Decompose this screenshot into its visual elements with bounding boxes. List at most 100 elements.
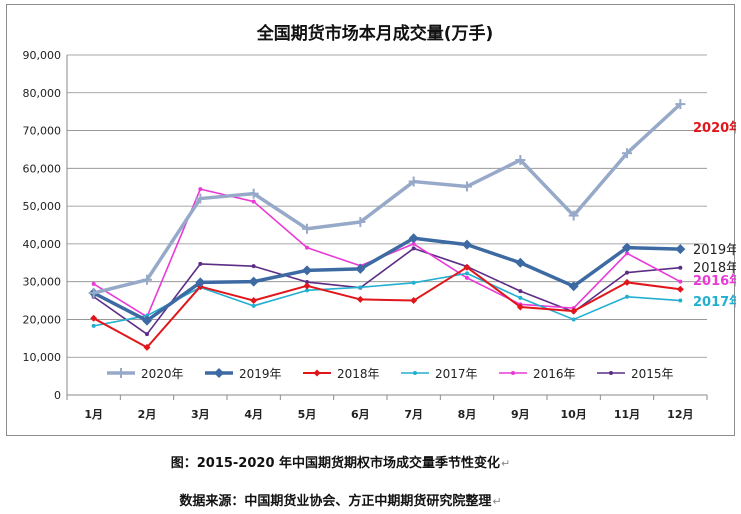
x-tick-label: 8月 bbox=[458, 408, 477, 421]
data-point-dot bbox=[305, 245, 309, 250]
data-point-dot bbox=[518, 295, 523, 300]
data-point-dot bbox=[145, 332, 149, 337]
data-point-plus bbox=[675, 99, 686, 110]
data-point-dot bbox=[625, 251, 629, 256]
data-point-diamond bbox=[570, 307, 578, 315]
gridlines bbox=[67, 54, 707, 358]
x-tick-label: 3月 bbox=[191, 408, 210, 421]
data-point-plus bbox=[248, 188, 259, 199]
series-2015年 bbox=[91, 246, 683, 337]
data-point-plus bbox=[195, 193, 206, 204]
data-point-dot bbox=[518, 289, 523, 294]
data-point-diamond bbox=[90, 314, 98, 322]
x-tick-label: 5月 bbox=[298, 408, 317, 421]
y-tick-label: 80,000 bbox=[23, 87, 62, 100]
series-line bbox=[93, 272, 681, 327]
data-point-dot bbox=[91, 323, 96, 328]
data-point-dot bbox=[411, 241, 416, 246]
data-point-dot bbox=[413, 371, 417, 375]
data-point-dot bbox=[678, 298, 683, 303]
legend-item: 2017年 bbox=[401, 367, 478, 381]
paragraph-mark-icon: ↵ bbox=[501, 457, 511, 470]
y-tick-label: 40,000 bbox=[23, 238, 62, 251]
data-point-dot bbox=[678, 265, 683, 270]
series-2020年 bbox=[88, 99, 686, 298]
y-tick-label: 90,000 bbox=[23, 49, 62, 62]
y-tick-label: 70,000 bbox=[23, 125, 62, 138]
y-tick-label: 10,000 bbox=[23, 351, 62, 364]
y-tick-label: 0 bbox=[54, 389, 61, 402]
data-point-diamond bbox=[250, 297, 258, 305]
data-point-dot bbox=[511, 371, 515, 375]
data-point-diamond bbox=[515, 257, 526, 268]
data-point-diamond bbox=[303, 282, 311, 290]
x-tick-label: 10月 bbox=[561, 408, 587, 421]
data-point-diamond bbox=[516, 303, 524, 311]
data-point-diamond bbox=[302, 265, 312, 276]
series-2017年 bbox=[91, 271, 683, 328]
legend-label: 2017年 bbox=[435, 367, 478, 381]
y-tick-label: 50,000 bbox=[23, 200, 62, 213]
data-point-dot bbox=[91, 281, 96, 286]
source-caption: 数据来源：中国期货业协会、方正中期期货研究院整理↵ bbox=[0, 490, 711, 509]
data-point-dot bbox=[251, 199, 256, 204]
data-point-plus bbox=[622, 148, 632, 159]
legend-item: 2015年 bbox=[597, 367, 674, 381]
series-2019年 bbox=[88, 233, 686, 326]
data-point-dot bbox=[198, 187, 203, 192]
data-point-diamond bbox=[214, 368, 224, 378]
end-label: 2018年 bbox=[693, 261, 736, 276]
x-tick-label: 4月 bbox=[244, 408, 263, 421]
data-point-plus bbox=[408, 176, 419, 187]
data-point-diamond bbox=[195, 277, 206, 288]
x-tick-label: 12月 bbox=[667, 408, 693, 421]
x-tick-label: 2月 bbox=[138, 408, 157, 421]
series-line bbox=[93, 266, 681, 349]
data-point-dot bbox=[625, 270, 629, 275]
legend-label: 2015年 bbox=[631, 367, 674, 381]
axes: 0 10,000 20,000 30,000 40,000 50,000 60,000 70,… bbox=[23, 49, 708, 421]
data-point-diamond bbox=[355, 263, 366, 274]
legend-label: 2020年 bbox=[141, 367, 184, 381]
data-point-diamond bbox=[248, 276, 259, 287]
end-label: 2019年 bbox=[693, 243, 736, 258]
chart-container: 全国期货市场本月成交量(万手) 0 10,000 20,000 30,000 40,00… bbox=[6, 4, 737, 436]
data-point-plus bbox=[302, 223, 312, 234]
data-point-dot bbox=[411, 246, 416, 251]
data-point-dot bbox=[609, 371, 613, 375]
series-line bbox=[92, 236, 681, 323]
data-point-dot bbox=[571, 317, 576, 322]
series-2018年 bbox=[90, 263, 684, 351]
data-point-dot bbox=[465, 275, 469, 280]
data-point-dot bbox=[251, 264, 256, 269]
data-point-diamond bbox=[313, 369, 321, 377]
data-point-dot bbox=[305, 288, 309, 293]
x-tick-label: 6月 bbox=[351, 408, 370, 421]
legend-item: 2019年 bbox=[205, 367, 282, 381]
data-point-dot bbox=[358, 285, 363, 290]
y-tick-label: 60,000 bbox=[23, 162, 62, 175]
end-label: 2020年 bbox=[693, 120, 736, 136]
figure-caption: 图：2015-2020 年中国期货期权市场成交量季节性变化↵ bbox=[0, 452, 711, 471]
x-tick-label: 9月 bbox=[511, 408, 530, 421]
data-point-plus bbox=[88, 288, 99, 298]
y-tick-label: 30,000 bbox=[23, 276, 62, 289]
series-line bbox=[93, 247, 681, 335]
data-point-plus bbox=[515, 155, 526, 166]
chart-title: 全国期货市场本月成交量(万手) bbox=[256, 23, 494, 44]
data-point-dot bbox=[305, 280, 309, 285]
data-point-dot bbox=[198, 261, 203, 266]
data-point-plus bbox=[142, 274, 152, 285]
source-caption-text: 数据来源：中国期货业协会、方正中期期货研究院整理 bbox=[179, 494, 492, 509]
line-chart: 全国期货市场本月成交量(万手) 0 10,000 20,000 30,000 40,00… bbox=[23, 23, 737, 421]
legend-item: 2020年 bbox=[107, 367, 184, 381]
data-point-dot bbox=[251, 303, 256, 308]
series-line bbox=[93, 102, 682, 295]
data-point-diamond bbox=[462, 239, 472, 250]
x-tick-label: 7月 bbox=[404, 408, 423, 421]
legend: 2020年 2019年 2018年 2017年 2016年 2015年 bbox=[97, 361, 693, 385]
data-point-plus bbox=[462, 181, 472, 192]
data-point-diamond bbox=[568, 281, 579, 292]
legend-label: 2018年 bbox=[337, 367, 380, 381]
